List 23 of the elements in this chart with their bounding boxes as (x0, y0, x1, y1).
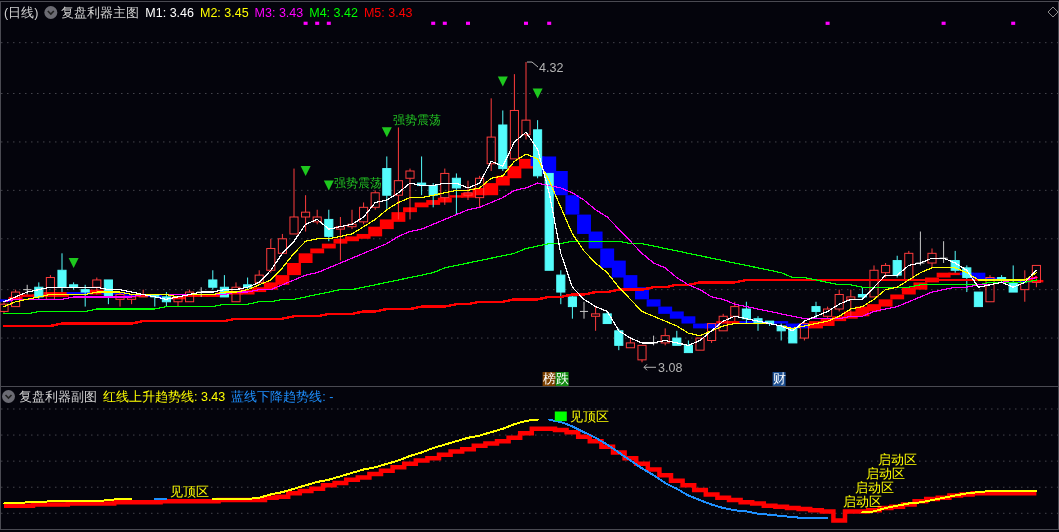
annotation: 见顶区 (170, 485, 210, 499)
annotation: 启动区 (866, 467, 906, 481)
annotation: 4.32 (526, 61, 564, 76)
legend-item: M2: 3.45 (199, 6, 249, 20)
annotation: 见顶区 (569, 410, 609, 424)
legend-item: M1: 3.46 (145, 6, 194, 20)
subtitle: 复盘利器主图 (61, 6, 140, 20)
legend-item: 红线上升趋势线: 3.43 (103, 390, 226, 404)
annotation: 3.08 (658, 361, 683, 376)
annotation: 启动区 (878, 453, 917, 467)
annotation: 启动区 (854, 481, 894, 495)
title: (日线) (4, 6, 39, 20)
annotation: 启动区 (843, 495, 883, 509)
legend-item: 蓝线下降趋势线: - (231, 390, 334, 404)
annotation: 4.32 (539, 61, 564, 76)
annotation: 3.08 (643, 361, 683, 376)
legend-item: M5: 3.43 (363, 6, 413, 20)
annotation: 榜跌 (542, 372, 569, 386)
legend-item: M3: 3.43 (254, 6, 304, 20)
annotation: 强势震荡 (333, 176, 382, 190)
annotation: 强势震荡 (392, 113, 441, 127)
legend-item: M4: 3.42 (309, 6, 358, 20)
title: 复盘利器副图 (19, 390, 97, 404)
